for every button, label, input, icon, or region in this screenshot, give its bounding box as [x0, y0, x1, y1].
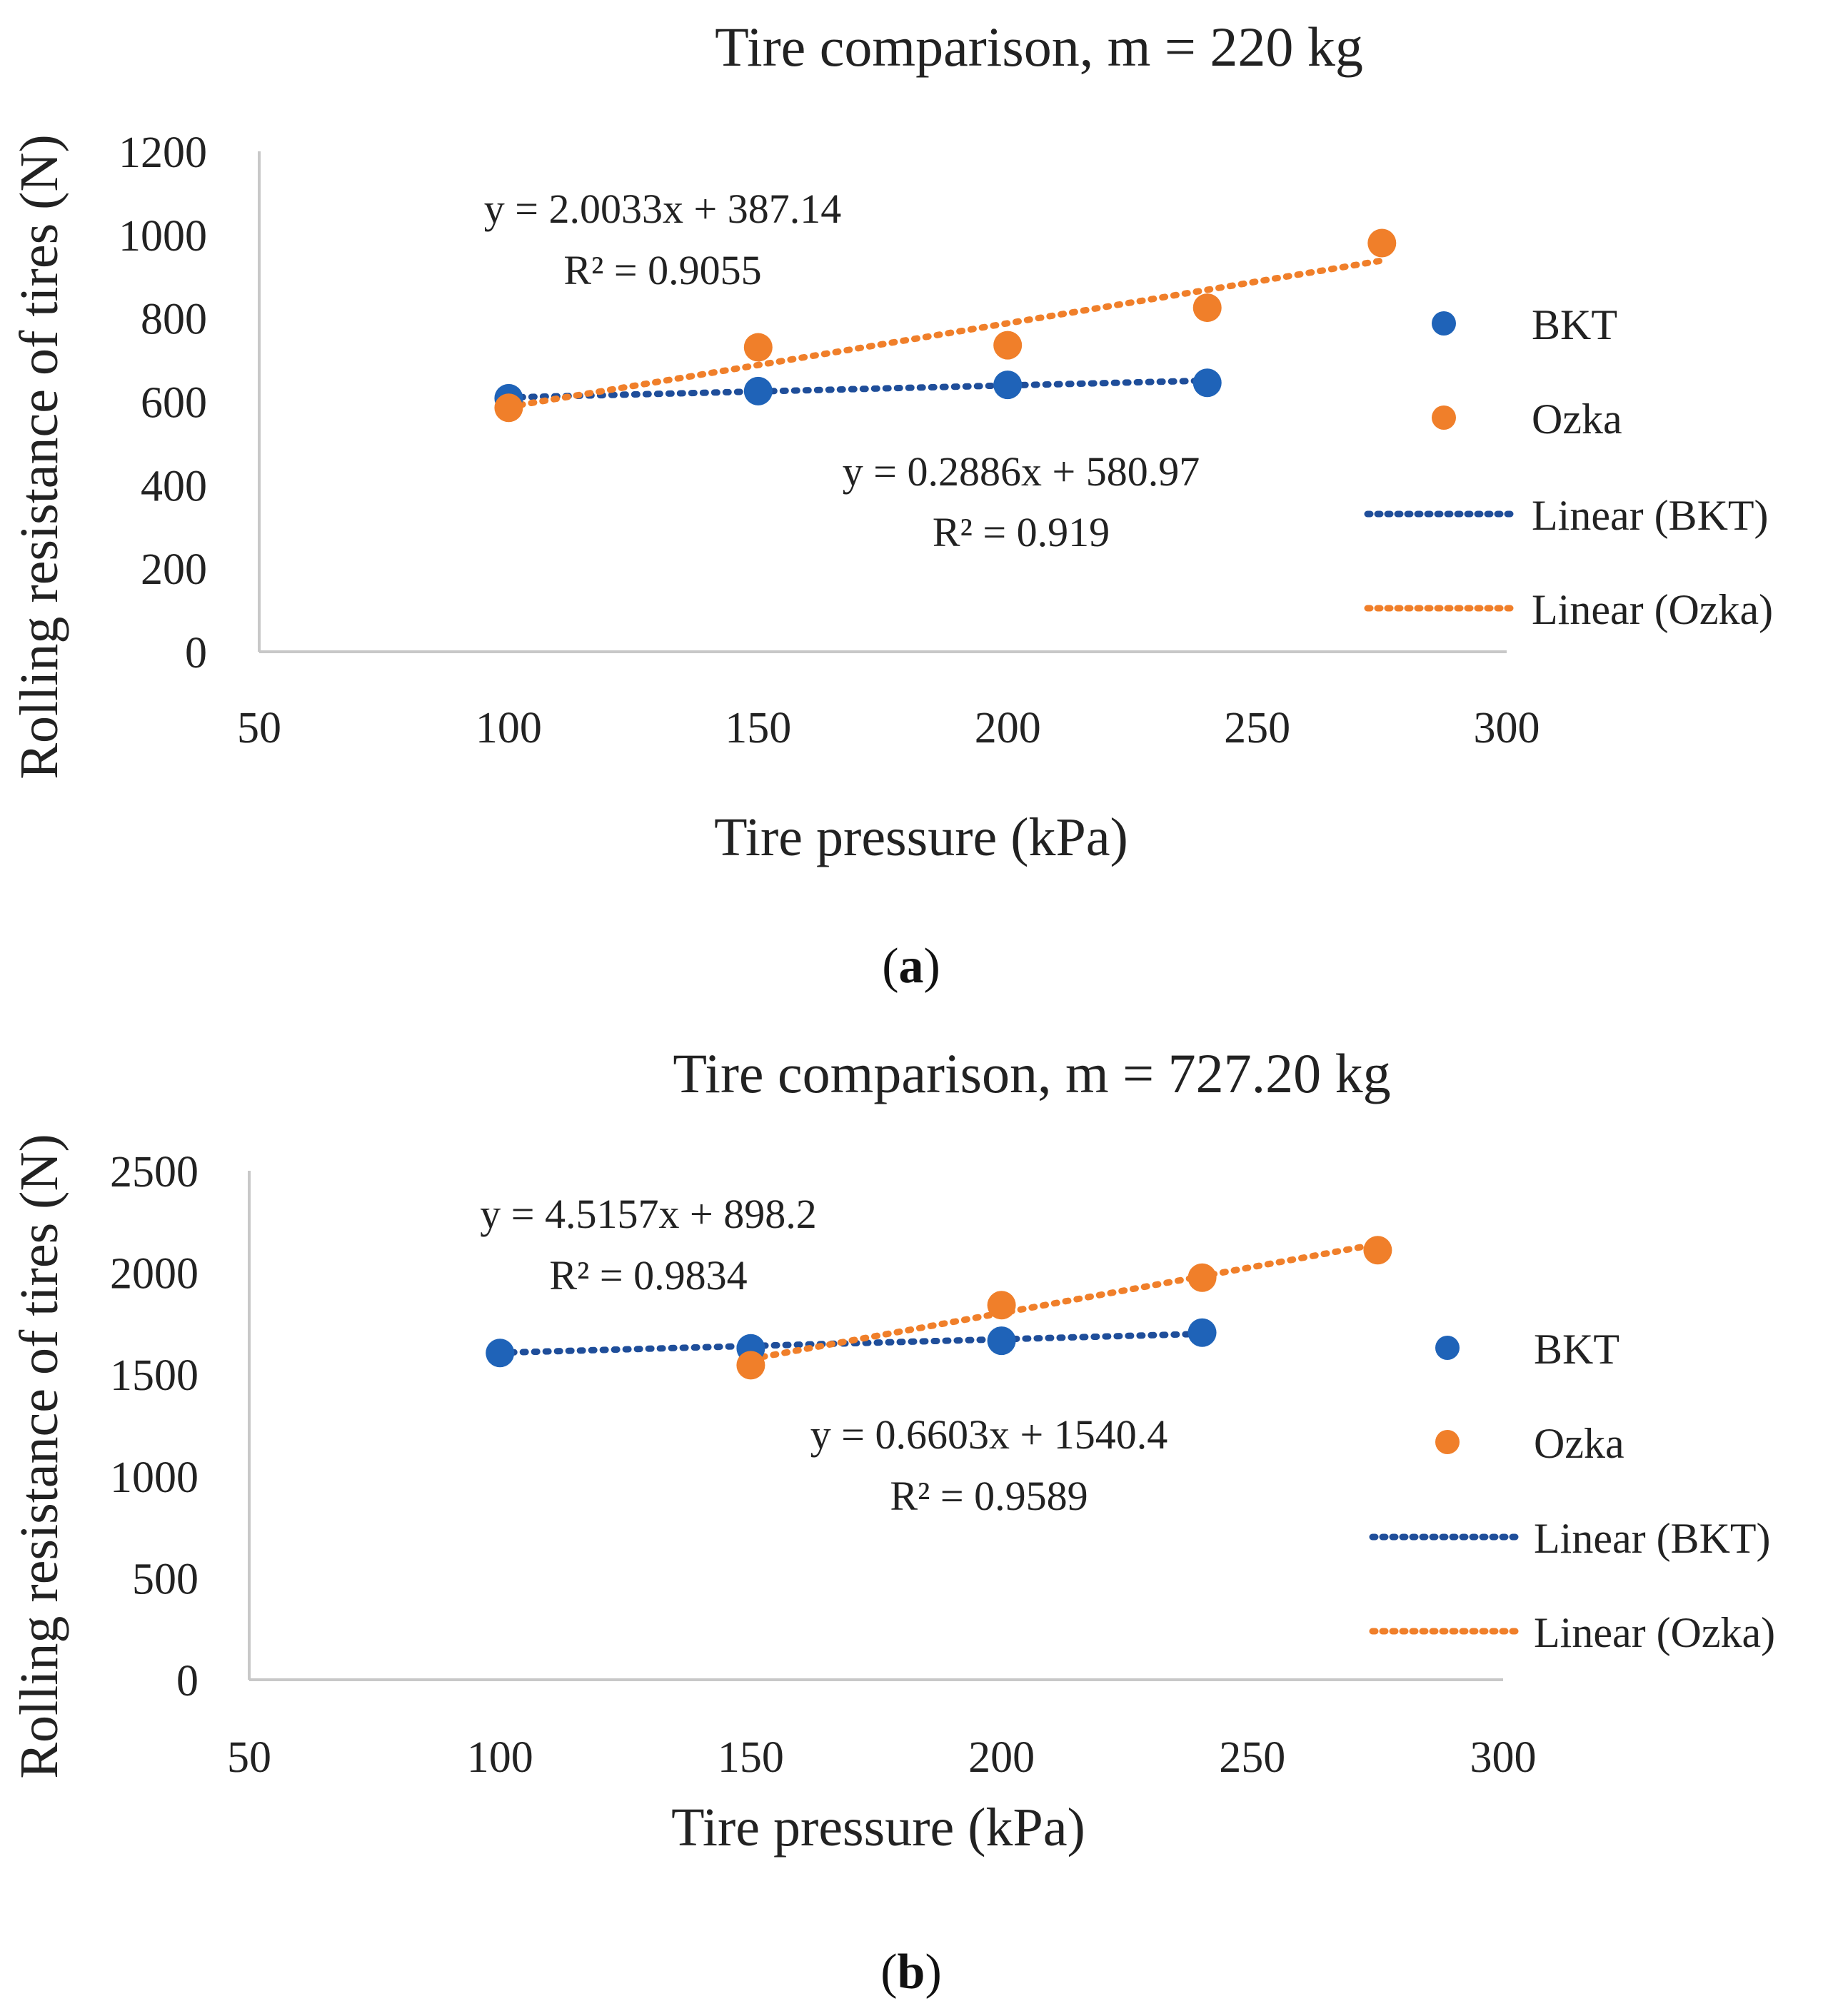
legend-a-bkt-label: BKT [1532, 301, 1617, 348]
chart-b-ozka-r2-text: R² = 0.9834 [549, 1252, 747, 1299]
chart-a-trendlines [505, 257, 1385, 410]
chart-a-title: Tire comparison, m = 220 kg [715, 16, 1363, 78]
chart-a-point-bkt [743, 376, 773, 405]
chart-a-caption: (a) [882, 939, 940, 994]
chart-b-ticks: 50 100 150 200 250 300 0 500 1000 1500 2000 2500 [110, 1148, 1537, 1782]
chart-b-y-tick-label: 2500 [110, 1148, 199, 1196]
chart-b-point-bkt [1187, 1318, 1217, 1347]
chart-a-bkt-r2-text: R² = 0.919 [933, 509, 1110, 555]
chart-b-x-tick-label: 200 [968, 1733, 1035, 1782]
chart-a-bkt-equation: y = 0.2886x + 580.97 R² = 0.919 [843, 448, 1200, 555]
chart-a-x-axis-label: Tire pressure (kPa) [714, 807, 1128, 867]
chart-b-x-axis-label: Tire pressure (kPa) [671, 1798, 1085, 1858]
chart-a-ozka-equation: y = 2.0033x + 387.14 R² = 0.9055 [484, 186, 841, 293]
chart-panel-a: Tire comparison, m = 220 kg Rolling resi… [0, 0, 1823, 999]
chart-a-point-bkt [993, 371, 1023, 400]
chart-b-caption-letter: b [898, 1945, 925, 2000]
chart-a-y-tick-label: 800 [141, 296, 207, 344]
chart-a-caption-open: ( [882, 939, 898, 994]
chart-a-point-ozka [1367, 228, 1397, 258]
chart-a-caption-close: ) [924, 939, 940, 994]
legend-a-linear-ozka-label: Linear (Ozka) [1532, 586, 1773, 633]
chart-b-point-ozka [736, 1351, 765, 1380]
chart-a-x-tick-label: 50 [237, 704, 281, 752]
chart-b-ozka-equation-text: y = 4.5157x + 898.2 [480, 1191, 816, 1237]
chart-a-y-tick-label: 400 [141, 462, 207, 510]
legend-b-bkt-label: BKT [1534, 1326, 1619, 1373]
chart-a-bkt-equation-text: y = 0.2886x + 580.97 [843, 448, 1200, 495]
chart-panel-b: Tire comparison, m = 727.20 kg Rolling r… [0, 1014, 1823, 2016]
chart-a-ticks: 50 100 150 200 250 300 0 200 400 600 800 1000 1200 [119, 128, 1540, 752]
chart-a-point-ozka [743, 333, 773, 362]
chart-a-y-tick-label: 200 [141, 545, 207, 594]
legend-b-linear-ozka-label: Linear (Ozka) [1534, 1609, 1775, 1656]
chart-b-y-tick-label: 1000 [110, 1453, 199, 1502]
chart-b-svg: Tire comparison, m = 727.20 kg Rolling r… [9, 1042, 1775, 2000]
chart-a-point-ozka [993, 331, 1023, 360]
legend-b-ozka-label: Ozka [1534, 1420, 1624, 1467]
chart-a-trendline-bkt [505, 377, 1211, 401]
chart-b-x-tick-label: 150 [718, 1733, 784, 1782]
chart-a-legend: BKT Ozka Linear (BKT) Linear (Ozka) [1364, 301, 1773, 633]
chart-b-trendline-ozka [747, 1241, 1381, 1363]
chart-b-title: Tire comparison, m = 727.20 kg [673, 1042, 1390, 1104]
chart-b-point-bkt [486, 1339, 515, 1368]
chart-a-x-tick-label: 100 [476, 704, 542, 752]
legend-a-ozka-marker [1432, 405, 1456, 430]
chart-b-ozka-equation: y = 4.5157x + 898.2 R² = 0.9834 [480, 1191, 816, 1299]
chart-b-caption: (b) [880, 1945, 942, 2000]
chart-b-y-tick-label: 1500 [110, 1351, 199, 1400]
chart-b-y-tick-label: 500 [132, 1555, 199, 1603]
chart-a-ozka-equation-text: y = 2.0033x + 387.14 [484, 186, 841, 232]
chart-a-points [494, 228, 1397, 423]
chart-b-y-tick-label: 0 [176, 1657, 199, 1705]
chart-b-point-ozka [1187, 1263, 1217, 1292]
chart-b-point-ozka [1363, 1236, 1392, 1265]
chart-a-y-tick-label: 1200 [119, 128, 207, 177]
chart-a-point-ozka [494, 393, 523, 423]
chart-b-x-tick-label: 50 [227, 1733, 271, 1782]
chart-a-y-axis-label: Rolling resistance of tires (N) [9, 134, 69, 779]
chart-b-y-axis-label: Rolling resistance of tires (N) [9, 1134, 69, 1778]
chart-b-legend: BKT Ozka Linear (BKT) Linear (Ozka) [1369, 1326, 1775, 1656]
chart-a-ozka-r2-text: R² = 0.9055 [563, 247, 761, 293]
chart-a-y-tick-label: 600 [141, 379, 207, 428]
chart-b-point-ozka [987, 1291, 1016, 1320]
chart-a-x-tick-label: 250 [1224, 704, 1290, 752]
chart-a-axes [258, 151, 1507, 653]
chart-a-y-tick-label: 1000 [119, 212, 207, 261]
chart-b-y-tick-label: 2000 [110, 1250, 199, 1299]
chart-a-svg: Tire comparison, m = 220 kg Rolling resi… [9, 16, 1773, 994]
legend-a-bkt-marker [1432, 311, 1456, 336]
chart-b-x-tick-label: 100 [467, 1733, 533, 1782]
chart-b-bkt-r2-text: R² = 0.9589 [890, 1473, 1088, 1519]
chart-a-x-tick-label: 200 [975, 704, 1041, 752]
chart-a-x-tick-label: 300 [1474, 704, 1540, 752]
legend-b-bkt-marker [1435, 1336, 1460, 1360]
legend-b-linear-bkt-label: Linear (BKT) [1534, 1515, 1771, 1562]
chart-b-trendlines [496, 1241, 1381, 1363]
chart-b-axes [248, 1171, 1503, 1681]
chart-a-caption-letter: a [899, 939, 924, 994]
chart-a-x-tick-label: 150 [725, 704, 791, 752]
chart-b-bkt-equation: y = 0.6603x + 1540.4 R² = 0.9589 [810, 1411, 1167, 1519]
chart-b-caption-open: ( [880, 1945, 897, 2000]
chart-b-points [486, 1236, 1392, 1380]
chart-a-trendline-ozka [505, 257, 1385, 410]
chart-b-bkt-equation-text: y = 0.6603x + 1540.4 [810, 1411, 1167, 1458]
chart-a-point-ozka [1192, 293, 1222, 323]
chart-b-x-tick-label: 300 [1470, 1733, 1537, 1782]
chart-a-point-bkt [1192, 368, 1222, 398]
legend-b-ozka-marker [1435, 1430, 1460, 1454]
chart-b-caption-close: ) [925, 1945, 941, 2000]
chart-a-y-tick-label: 0 [185, 629, 207, 677]
chart-b-point-bkt [987, 1326, 1016, 1356]
legend-a-ozka-label: Ozka [1532, 395, 1622, 443]
legend-a-linear-bkt-label: Linear (BKT) [1532, 492, 1769, 539]
chart-b-x-tick-label: 250 [1219, 1733, 1285, 1782]
